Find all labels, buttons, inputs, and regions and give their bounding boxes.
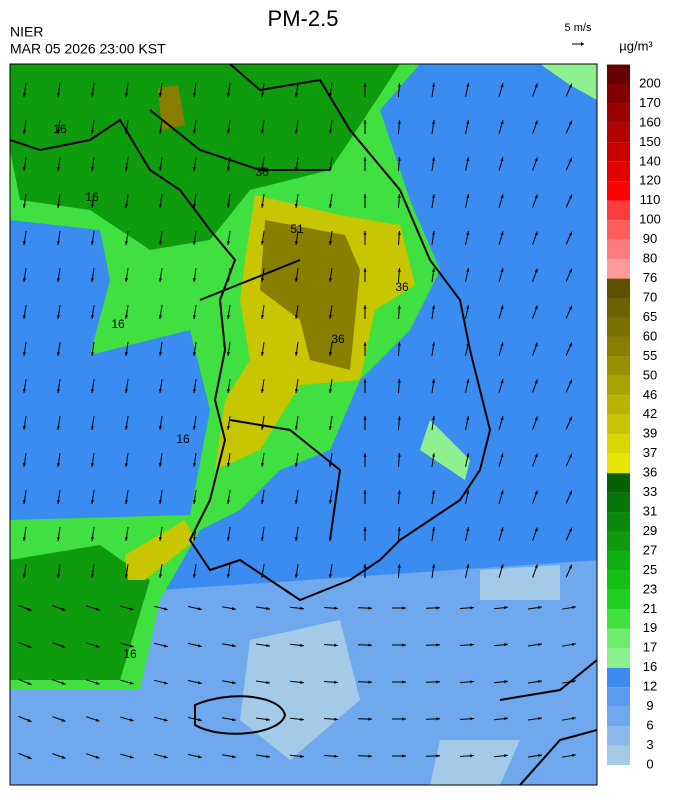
colorbar-label: 76 xyxy=(643,270,657,285)
colorbar-swatch xyxy=(607,746,630,765)
colorbar-label: 9 xyxy=(646,698,653,713)
colorbar-swatch xyxy=(607,454,630,473)
colorbar-swatch xyxy=(607,337,630,356)
colorbar-label: 12 xyxy=(643,679,657,694)
colorbar-label: 27 xyxy=(643,542,657,557)
colorbar-swatch xyxy=(607,279,630,298)
colorbar-label: 3 xyxy=(646,737,653,752)
colorbar-swatch xyxy=(607,103,630,122)
colorbar-swatch xyxy=(607,123,630,142)
colorbar-label: 120 xyxy=(639,173,661,188)
contour-label: 51 xyxy=(290,222,304,236)
colorbar-swatch xyxy=(607,512,630,531)
colorbar-label: 140 xyxy=(639,153,661,168)
colorbar-swatch xyxy=(607,317,630,336)
colorbar-label: 50 xyxy=(643,367,657,382)
colorbar-label: 16 xyxy=(643,659,657,674)
colorbar-label: 0 xyxy=(646,756,653,771)
colorbar-label: 25 xyxy=(643,562,657,577)
colorbar-label: 160 xyxy=(639,114,661,129)
wind-scale-head xyxy=(581,42,584,46)
colorbar-swatch xyxy=(607,551,630,570)
colorbar-swatch xyxy=(607,609,630,628)
colorbar-swatch xyxy=(607,395,630,414)
colorbar-swatch xyxy=(607,356,630,375)
colorbar-swatch xyxy=(607,648,630,667)
colorbar-label: 70 xyxy=(643,289,657,304)
colorbar-swatch xyxy=(607,84,630,103)
title: PM-2.5 xyxy=(268,6,339,31)
contour-label: 36 xyxy=(331,332,345,346)
unit: µg/m³ xyxy=(619,38,653,53)
colorbar-swatch xyxy=(607,415,630,434)
colorbar-swatch xyxy=(607,590,630,609)
colorbar-swatch xyxy=(607,434,630,453)
colorbar-label: 23 xyxy=(643,581,657,596)
colorbar-swatch xyxy=(607,532,630,551)
map: 16 16 16 16 16 36 36 51 36 xyxy=(10,64,600,785)
colorbar-swatch xyxy=(607,181,630,200)
colorbar-swatch xyxy=(607,201,630,220)
colorbar-label: 65 xyxy=(643,309,657,324)
colorbar-label: 80 xyxy=(643,251,657,266)
source: NIER xyxy=(10,24,43,40)
contour-label: 16 xyxy=(176,432,190,446)
contour-label: 16 xyxy=(53,122,67,136)
colorbar-label: 170 xyxy=(639,95,661,110)
colorbar-label: 17 xyxy=(643,640,657,655)
colorbar-label: 6 xyxy=(646,718,653,733)
colorbar-swatch xyxy=(607,668,630,687)
colorbar-label: 36 xyxy=(643,465,657,480)
colorbar-swatch xyxy=(607,726,630,745)
colorbar-swatch xyxy=(607,259,630,278)
colorbar: 0369121617192123252729313336373942465055… xyxy=(607,65,661,772)
colorbar-label: 19 xyxy=(643,620,657,635)
colorbar-label: 39 xyxy=(643,426,657,441)
colorbar-label: 37 xyxy=(643,445,657,460)
contour-label: 16 xyxy=(123,647,137,661)
colorbar-label: 100 xyxy=(639,212,661,227)
wind-scale: 5 m/s xyxy=(565,22,592,34)
colorbar-swatch xyxy=(607,65,630,84)
colorbar-label: 200 xyxy=(639,75,661,90)
contour-label: 36 xyxy=(255,165,269,179)
contour-label: 16 xyxy=(85,190,99,204)
colorbar-label: 60 xyxy=(643,328,657,343)
colorbar-swatch xyxy=(607,376,630,395)
datetime: MAR 05 2026 23:00 KST xyxy=(10,41,166,57)
colorbar-swatch xyxy=(607,707,630,726)
colorbar-swatch xyxy=(607,473,630,492)
colorbar-swatch xyxy=(607,493,630,512)
colorbar-label: 31 xyxy=(643,503,657,518)
colorbar-swatch xyxy=(607,298,630,317)
colorbar-label: 46 xyxy=(643,387,657,402)
colorbar-swatch xyxy=(607,240,630,259)
colorbar-label: 21 xyxy=(643,601,657,616)
colorbar-label: 42 xyxy=(643,406,657,421)
colorbar-swatch xyxy=(607,629,630,648)
colorbar-label: 110 xyxy=(640,192,661,207)
colorbar-swatch xyxy=(607,687,630,706)
colorbar-swatch xyxy=(607,142,630,161)
colorbar-label: 90 xyxy=(643,231,657,246)
colorbar-label: 33 xyxy=(643,484,657,499)
colorbar-swatch xyxy=(607,220,630,239)
colorbar-swatch xyxy=(607,570,630,589)
colorbar-label: 150 xyxy=(639,134,661,149)
colorbar-swatch xyxy=(607,162,630,181)
contour-label: 16 xyxy=(111,317,125,331)
colorbar-label: 29 xyxy=(643,523,657,538)
colorbar-label: 55 xyxy=(643,348,657,363)
contour-label: 36 xyxy=(395,280,409,294)
